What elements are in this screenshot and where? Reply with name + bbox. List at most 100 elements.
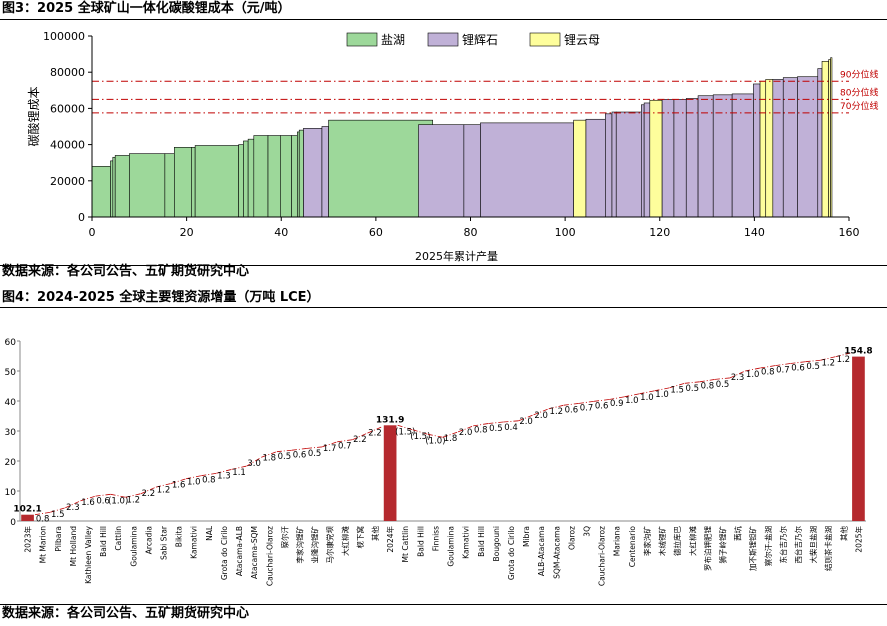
category-label: 3Q [583,526,592,537]
figure4-caption-rule [0,307,887,308]
category-label: Centenario [628,526,637,568]
cost-bar [280,135,292,218]
legend-label: 锂辉石 [462,32,498,47]
category-label: Mt Cattlin [401,526,410,563]
x-tick-label: 0 [89,226,96,239]
cost-bar [112,156,116,218]
category-label: Grota do Cirilo [507,526,516,581]
legend-swatch [529,32,561,47]
increment-value-label: 1.6 [172,481,186,491]
increment-value-label: 0.8 [701,381,715,391]
cost-bar [759,80,767,218]
cost-bar [129,153,166,218]
y-tick-label: 40000 [50,139,85,152]
increment-value-label: (1.0) [425,436,445,446]
increment-value-label: 0.7 [338,442,352,452]
category-label: SQM-Atacama [552,526,561,579]
cost-bar [328,119,433,218]
cost-bar [649,99,663,218]
increment-connector [790,361,806,364]
increment-value-label: 2.2 [353,435,367,445]
category-label: Cauchari-Olaroz [598,526,607,586]
increment-connector [110,493,126,498]
increment-value-label: 0.6 [96,496,110,506]
cost-bar [267,135,281,218]
increment-connector [473,423,489,427]
increment-connector [170,478,187,484]
increment-connector [80,495,96,502]
increment-value-label: 0.6 [791,364,805,374]
increment-value-label: (1.5) [410,432,430,442]
category-label: 木绒锂矿 [657,526,667,556]
figure3-caption: 图3：2025 全球矿山一体化碳酸锂成本（元/吨） [2,1,291,16]
cost-bar [238,144,244,218]
category-label: Goulamina [447,526,456,567]
increment-value-label: 3.0 [247,459,261,469]
increment-value-label: 0.7 [580,403,594,413]
cost-bar [418,124,465,218]
increment-value-label: 1.1 [232,468,246,478]
category-label: 茜坑 [733,526,743,541]
increment-value-label: 1.6 [81,498,95,508]
cost-bar [247,138,255,218]
y-tick-label: 100000 [43,30,85,43]
cost-bar [243,140,249,218]
category-label: 李家沟矿 [642,526,652,556]
percentile-label: 90分位线 [840,68,878,80]
category-label: 东台吉乃尔 [778,526,788,564]
category-label: 马尔康党坝 [325,526,335,564]
increment-value-label: 0.5 [716,380,730,390]
legend-swatch [427,32,459,47]
cost-bar [321,126,329,218]
cost-bar [191,147,196,218]
increment-connector [442,431,459,438]
increment-value-label: 0.5 [686,384,700,394]
x-tick-label: 40 [274,226,288,239]
increment-connector [548,404,564,410]
cost-bar [298,129,304,218]
increment-connector [201,472,217,477]
category-label: 2023年 [23,526,33,553]
x-tick-label: 20 [180,226,194,239]
cost-bar [661,99,675,218]
increment-connector [684,381,700,384]
cost-bar [605,113,613,218]
category-label: 结则茶卡盐湖 [823,526,833,571]
increment-value-label: 2.3 [731,373,745,383]
cost-bar [772,79,784,218]
increment-connector [669,382,685,389]
increment-value-label: (1.0) [108,496,128,506]
increment-value-label: 1.5 [670,385,684,395]
y-tick-label: 10 [5,488,17,498]
category-label: Atacama-SQM [250,526,259,579]
increment-connector [412,429,429,435]
figure3-caption-rule [0,19,887,20]
increment-connector [699,379,715,383]
legend-swatch [346,32,378,47]
legend-label: 锂云母 [564,32,600,47]
increment-connector [246,456,262,467]
increment-value-label: 2.0 [459,428,473,438]
x-tick-label: 140 [744,226,765,239]
cost-bar [110,160,114,218]
increment-value-label: 1.7 [323,444,337,454]
increment-value-label: 0.4 [504,423,518,433]
increment-connector [775,363,791,366]
increment-value-label: 2.0 [534,411,548,421]
increment-connector [835,352,851,357]
category-label: 狮子岭锂矿 [717,526,727,564]
y-tick-label: 0 [10,518,16,528]
cost-bar [194,145,239,218]
x-tick-label: 100 [555,226,576,239]
category-label: Bald Hill [99,526,108,557]
increment-value-label: 0.8 [36,514,50,524]
category-label: Pilbara [54,526,63,552]
cost-bar [821,61,829,218]
category-label: Kathleen Valley [84,525,93,583]
increment-connector [352,432,368,441]
figure3-bottom-rule [0,265,887,266]
cost-bar [164,153,175,218]
increment-value-label: 1.8 [444,434,458,444]
category-label: 西台吉乃尔 [793,526,803,564]
cost-bar [817,68,823,218]
